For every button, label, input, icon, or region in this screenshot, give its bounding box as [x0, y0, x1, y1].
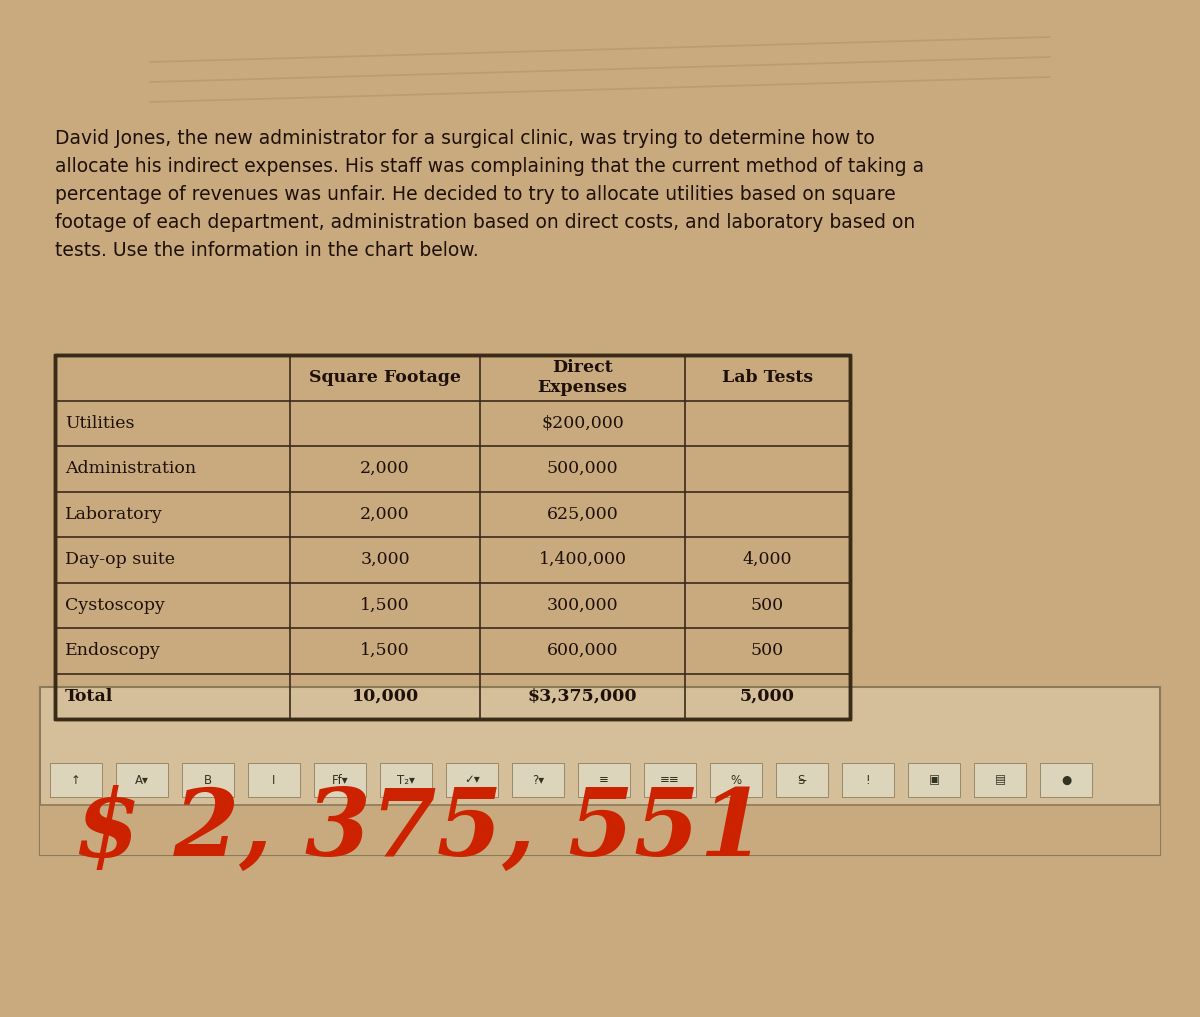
Bar: [512, 763, 564, 797]
Text: 600,000: 600,000: [547, 643, 618, 659]
Bar: [55, 355, 850, 719]
Text: Cystoscopy: Cystoscopy: [65, 597, 164, 613]
Bar: [842, 763, 894, 797]
Text: Day-op suite: Day-op suite: [65, 551, 175, 569]
Text: ▤: ▤: [995, 774, 1006, 786]
Bar: [446, 763, 498, 797]
Bar: [50, 763, 102, 797]
Text: Total: Total: [65, 687, 113, 705]
Text: 300,000: 300,000: [547, 597, 618, 613]
Text: $200,000: $200,000: [541, 415, 624, 432]
Text: ≡≡: ≡≡: [660, 774, 680, 786]
Text: ?▾: ?▾: [532, 774, 544, 786]
Bar: [908, 763, 960, 797]
Text: I: I: [272, 774, 276, 786]
Text: Ff▾: Ff▾: [331, 774, 348, 786]
Bar: [40, 687, 1160, 855]
Text: 10,000: 10,000: [352, 687, 419, 705]
Text: 1,500: 1,500: [360, 643, 410, 659]
Text: B: B: [204, 774, 212, 786]
Text: Direct
Expenses: Direct Expenses: [538, 359, 628, 396]
Bar: [776, 763, 828, 797]
Text: !: !: [865, 774, 870, 786]
Text: ↑: ↑: [71, 774, 80, 786]
Text: ≡: ≡: [599, 774, 608, 786]
Text: Administration: Administration: [65, 461, 196, 477]
Bar: [1040, 763, 1092, 797]
Text: 500,000: 500,000: [547, 461, 618, 477]
Text: %: %: [731, 774, 742, 786]
Text: 1,400,000: 1,400,000: [539, 551, 626, 569]
Text: S̶: S̶: [798, 774, 805, 786]
Text: ▣: ▣: [929, 774, 940, 786]
Text: Utilities: Utilities: [65, 415, 134, 432]
Bar: [314, 763, 366, 797]
Bar: [248, 763, 300, 797]
Bar: [578, 763, 630, 797]
Text: 5,000: 5,000: [740, 687, 796, 705]
Bar: [40, 805, 1160, 855]
Text: What are the day-op suite's total expenses?: What are the day-op suite's total expens…: [55, 717, 468, 736]
Text: 4,000: 4,000: [743, 551, 792, 569]
Bar: [644, 763, 696, 797]
Text: 1,500: 1,500: [360, 597, 410, 613]
Text: Lab Tests: Lab Tests: [722, 369, 814, 386]
Text: 625,000: 625,000: [547, 505, 618, 523]
Text: 500: 500: [751, 597, 784, 613]
Text: T₂▾: T₂▾: [397, 774, 415, 786]
Bar: [182, 763, 234, 797]
Text: $ 2, 375, 551: $ 2, 375, 551: [74, 785, 766, 875]
Text: $3,375,000: $3,375,000: [528, 687, 637, 705]
Bar: [710, 763, 762, 797]
Text: 3,000: 3,000: [360, 551, 410, 569]
Text: David Jones, the new administrator for a surgical clinic, was trying to determin: David Jones, the new administrator for a…: [55, 129, 924, 260]
Bar: [55, 355, 850, 719]
Bar: [974, 763, 1026, 797]
Text: 2,000: 2,000: [360, 461, 410, 477]
Text: Laboratory: Laboratory: [65, 505, 163, 523]
Text: 500: 500: [751, 643, 784, 659]
Text: ✓▾: ✓▾: [464, 774, 480, 786]
Bar: [380, 763, 432, 797]
Text: Endoscopy: Endoscopy: [65, 643, 161, 659]
Text: Square Footage: Square Footage: [310, 369, 461, 386]
Text: 2,000: 2,000: [360, 505, 410, 523]
Text: ●: ●: [1061, 774, 1072, 786]
Bar: [116, 763, 168, 797]
Text: A▾: A▾: [136, 774, 149, 786]
